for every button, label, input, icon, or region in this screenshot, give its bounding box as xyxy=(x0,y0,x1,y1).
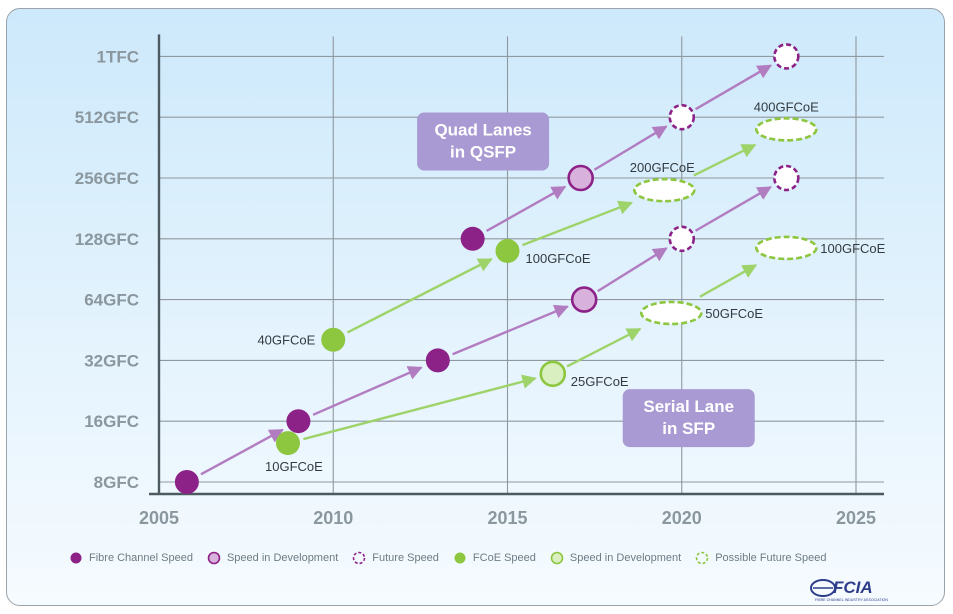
annotation-box: Serial Lane in SFP xyxy=(622,389,755,448)
legend-swatch-icon xyxy=(550,551,564,565)
legend-item: Possible Future Speed xyxy=(695,551,827,565)
trend-arrow xyxy=(566,327,642,368)
legend-item: Speed in Development xyxy=(550,551,681,565)
y-tick-label: 64GFC xyxy=(84,291,139,310)
annotation-box: Quad Lanes in QSFP xyxy=(417,112,550,171)
point-label: 100GFCoE xyxy=(526,251,591,266)
speed-point-fcoe-future xyxy=(639,300,703,326)
trend-arrow xyxy=(593,125,668,171)
y-tick-label: 512GFC xyxy=(75,108,139,127)
speed-point-fc-development xyxy=(567,164,594,192)
x-tick-label: 2020 xyxy=(662,508,702,528)
annotation-text: in QSFP xyxy=(450,143,516,162)
speed-point-fcoe-existing xyxy=(321,327,346,352)
trend-arrow xyxy=(699,264,758,298)
legend-label: Fibre Channel Speed xyxy=(89,552,193,564)
speed-roadmap-chart: 8GFC 16GFC 32GFC 64GFC 128GFC 256GFC 512GFC 1TF… xyxy=(75,34,886,528)
y-tick-label: 32GFC xyxy=(84,351,139,370)
trend-arrow xyxy=(486,185,567,232)
point-label: 400GFCoE xyxy=(754,99,819,114)
speed-point-fcoe-development xyxy=(539,360,567,388)
chart-legend: Fibre Channel Speed Speed in Development F… xyxy=(69,547,909,569)
speed-point-fc-existing xyxy=(174,470,199,494)
x-tick-label: 2015 xyxy=(487,508,527,528)
legend-item: Future Speed xyxy=(352,551,439,565)
legend-item: Speed in Development xyxy=(207,551,338,565)
trend-arrow xyxy=(200,428,284,476)
y-tick-label: 1TFC xyxy=(97,47,140,66)
trend-arrow xyxy=(693,143,757,177)
trend-arrow xyxy=(521,200,634,247)
legend-label: Possible Future Speed xyxy=(715,552,827,564)
speed-point-fcoe-future xyxy=(754,235,818,261)
x-tick-label: 2025 xyxy=(836,508,876,528)
legend-swatch-icon xyxy=(454,552,466,564)
speed-point-fcoe-existing xyxy=(495,238,520,263)
speed-point-fc-existing xyxy=(286,409,311,434)
fcia-logo-mark: FCIA FIBRE CHANNEL INDUSTRY ASSOCIATION xyxy=(810,578,888,602)
legend-swatch-icon xyxy=(70,552,82,564)
trend-arrow xyxy=(346,258,493,334)
trend-arrow xyxy=(694,186,772,232)
speed-point-fcoe-future xyxy=(633,177,696,203)
speed-point-fc-future xyxy=(668,103,696,131)
legend-label: FCoE Speed xyxy=(472,552,536,564)
speed-point-fc-existing xyxy=(425,348,450,373)
trend-arrow xyxy=(312,366,423,416)
point-label: 200GFCoE xyxy=(630,160,695,175)
annotation-bg xyxy=(622,389,755,448)
point-label: 40GFCoE xyxy=(257,333,315,348)
legend-label: Future Speed xyxy=(372,552,439,564)
point-label: 100GFCoE xyxy=(820,241,885,256)
annotation-bg xyxy=(417,112,550,171)
trend-arrow xyxy=(597,247,668,293)
trend-arrow xyxy=(694,64,772,111)
speed-point-fc-future xyxy=(772,43,800,70)
legend-swatch-icon xyxy=(695,551,709,565)
chart-frame: 8GFC 16GFC 32GFC 64GFC 128GFC 256GFC 512GFC 1TF… xyxy=(6,8,945,606)
speed-point-fc-future xyxy=(772,164,800,192)
legend-item: FCoE Speed xyxy=(453,551,536,565)
legend-swatch-icon xyxy=(207,551,221,565)
x-tick-label: 2005 xyxy=(139,508,179,528)
fcia-logo: FCIA FIBRE CHANNEL INDUSTRY ASSOCIATION xyxy=(809,577,899,603)
y-tick-label: 8GFC xyxy=(94,473,139,492)
point-label: 25GFCoE xyxy=(571,374,629,389)
legend-swatch-icon xyxy=(352,551,366,565)
annotation-text: Quad Lanes xyxy=(434,121,531,140)
speed-point-fc-development xyxy=(570,286,598,313)
speed-point-fc-future xyxy=(668,225,696,253)
annotation-text: in SFP xyxy=(662,419,715,438)
speed-point-fc-existing xyxy=(460,226,485,251)
legend-item: Fibre Channel Speed xyxy=(69,551,193,565)
speed-point-fcoe-existing xyxy=(275,431,300,456)
trend-arrow xyxy=(303,374,537,441)
legend-label: Speed in Development xyxy=(569,552,682,564)
trend-arrow xyxy=(452,304,569,356)
y-tick-label: 16GFC xyxy=(84,412,139,431)
x-tick-label: 2010 xyxy=(313,508,353,528)
y-tick-label: 256GFC xyxy=(75,169,139,188)
speed-point-fcoe-future xyxy=(754,117,818,142)
logo-subtitle: FIBRE CHANNEL INDUSTRY ASSOCIATION xyxy=(815,598,888,602)
logo-text: FCIA xyxy=(833,578,873,597)
legend-label: Speed in Development xyxy=(226,552,339,564)
point-label: 10GFCoE xyxy=(265,459,323,474)
annotation-text: Serial Lane xyxy=(643,397,734,416)
point-label: 50GFCoE xyxy=(705,306,763,321)
y-tick-label: 128GFC xyxy=(75,230,139,249)
